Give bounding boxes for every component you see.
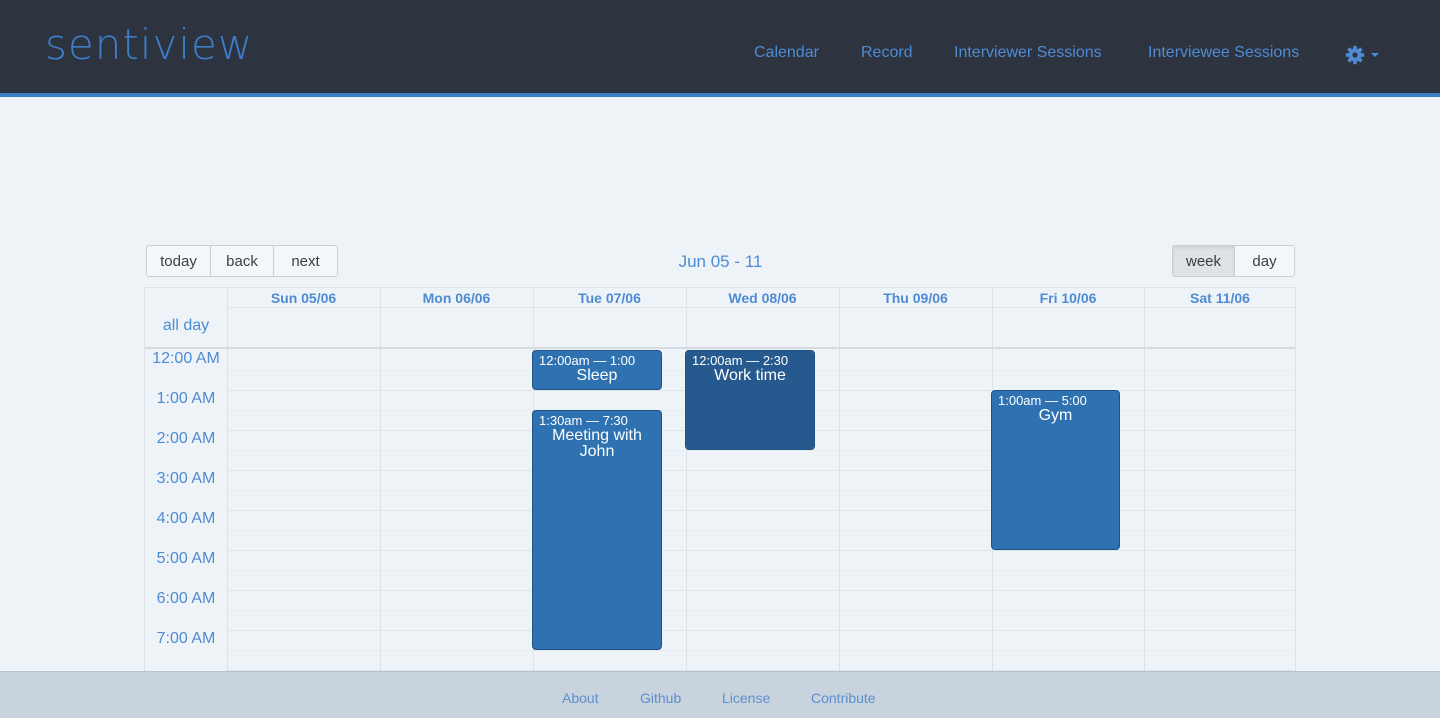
- time-label: 5:00 AM: [156, 550, 216, 567]
- date-range-label: Jun 05 - 11: [678, 252, 763, 271]
- event-time: 1:00am — 5:00: [998, 393, 1087, 408]
- calendar-toolbar: today back next Jun 05 - 11 week day: [146, 245, 1295, 277]
- time-label: 6:00 AM: [156, 590, 216, 607]
- day-header: Sun 05/06: [227, 288, 380, 308]
- footer-about-link[interactable]: About: [562, 690, 599, 706]
- footer-github-link[interactable]: Github: [640, 690, 682, 706]
- time-label: 2:00 AM: [156, 430, 216, 447]
- hour-gridline: [227, 630, 1296, 631]
- half-hour-gridline: [227, 530, 1296, 531]
- half-hour-gridline: [227, 570, 1296, 571]
- hour-gridline: [227, 670, 1296, 671]
- navbar: sentiview Calendar Record Interviewer Se…: [0, 0, 1440, 97]
- nav-interviewee-sessions-link[interactable]: Interviewee Sessions: [1148, 44, 1300, 61]
- nav-calendar-link[interactable]: Calendar: [754, 44, 819, 61]
- footer: About Github License Contribute: [0, 671, 1440, 718]
- time-label: 7:00 AM: [156, 630, 216, 647]
- nav-record-link[interactable]: Record: [861, 44, 913, 61]
- settings-dropdown[interactable]: [1345, 44, 1381, 66]
- event-title: Gym: [1038, 407, 1073, 424]
- calendar-event-work-time[interactable]: 12:00am — 2:30 Work time: [685, 350, 815, 450]
- event-time: 12:00am — 1:00: [539, 353, 636, 368]
- half-hour-gridline: [227, 490, 1296, 491]
- day-column-divider: [839, 288, 840, 686]
- day-column-divider: [1144, 288, 1145, 686]
- back-button[interactable]: back: [210, 245, 274, 277]
- half-hour-gridline: [227, 610, 1296, 611]
- hour-gridline: [227, 470, 1296, 471]
- hour-gridline: [227, 550, 1296, 551]
- time-label: 3:00 AM: [156, 470, 216, 487]
- nav-interviewer-sessions-link[interactable]: Interviewer Sessions: [954, 44, 1102, 61]
- day-header: Fri 10/06: [992, 288, 1144, 308]
- event-time: 1:30am — 7:30: [539, 413, 628, 428]
- all-day-label: all day: [162, 317, 210, 334]
- time-label: 1:00 AM: [156, 390, 216, 407]
- next-button[interactable]: next: [273, 245, 338, 277]
- half-hour-gridline: [227, 450, 1296, 451]
- day-column-divider: [380, 288, 381, 686]
- day-header: Tue 07/06: [533, 288, 686, 308]
- day-header: Mon 06/06: [380, 288, 533, 308]
- day-header: Wed 08/06: [686, 288, 839, 308]
- half-hour-gridline: [227, 650, 1296, 651]
- day-header: Sat 11/06: [1144, 288, 1296, 308]
- calendar-event-gym[interactable]: 1:00am — 5:00 Gym: [991, 390, 1120, 550]
- week-calendar: all day Sun 05/06 Mon 06/06 Tue 07/06 We…: [144, 287, 1296, 687]
- event-title: Sleep: [576, 367, 618, 384]
- nav-links: Calendar Record Interviewer Sessions Int…: [0, 44, 1440, 66]
- view-button-group: week day: [1172, 245, 1295, 277]
- day-view-button[interactable]: day: [1234, 245, 1295, 277]
- event-title: Meeting with John: [552, 427, 642, 460]
- caret-down-icon: [1371, 53, 1379, 57]
- gear-icon: [1345, 45, 1365, 65]
- brand-logo[interactable]: sentiview: [45, 20, 254, 69]
- day-column-divider: [227, 288, 228, 686]
- navigation-button-group: today back next: [146, 245, 338, 277]
- week-view-button[interactable]: week: [1172, 245, 1235, 277]
- event-time: 12:00am — 2:30: [692, 353, 789, 368]
- time-label: 12:00 AM: [152, 350, 220, 367]
- event-title: Work time: [714, 367, 786, 384]
- all-day-row: all day: [145, 308, 1295, 349]
- day-header: Thu 09/06: [839, 288, 992, 308]
- hour-gridline: [227, 510, 1296, 511]
- hour-gridline: [227, 590, 1296, 591]
- footer-links: About Github License Contribute: [0, 690, 1440, 710]
- footer-contribute-link[interactable]: Contribute: [811, 690, 876, 706]
- time-label: 4:00 AM: [156, 510, 216, 527]
- calendar-event-meeting[interactable]: 1:30am — 7:30 Meeting with John: [532, 410, 662, 650]
- today-button[interactable]: today: [146, 245, 211, 277]
- day-column-divider: [686, 288, 687, 686]
- calendar-event-sleep[interactable]: 12:00am — 1:00 Sleep: [532, 350, 662, 390]
- footer-license-link[interactable]: License: [722, 690, 771, 706]
